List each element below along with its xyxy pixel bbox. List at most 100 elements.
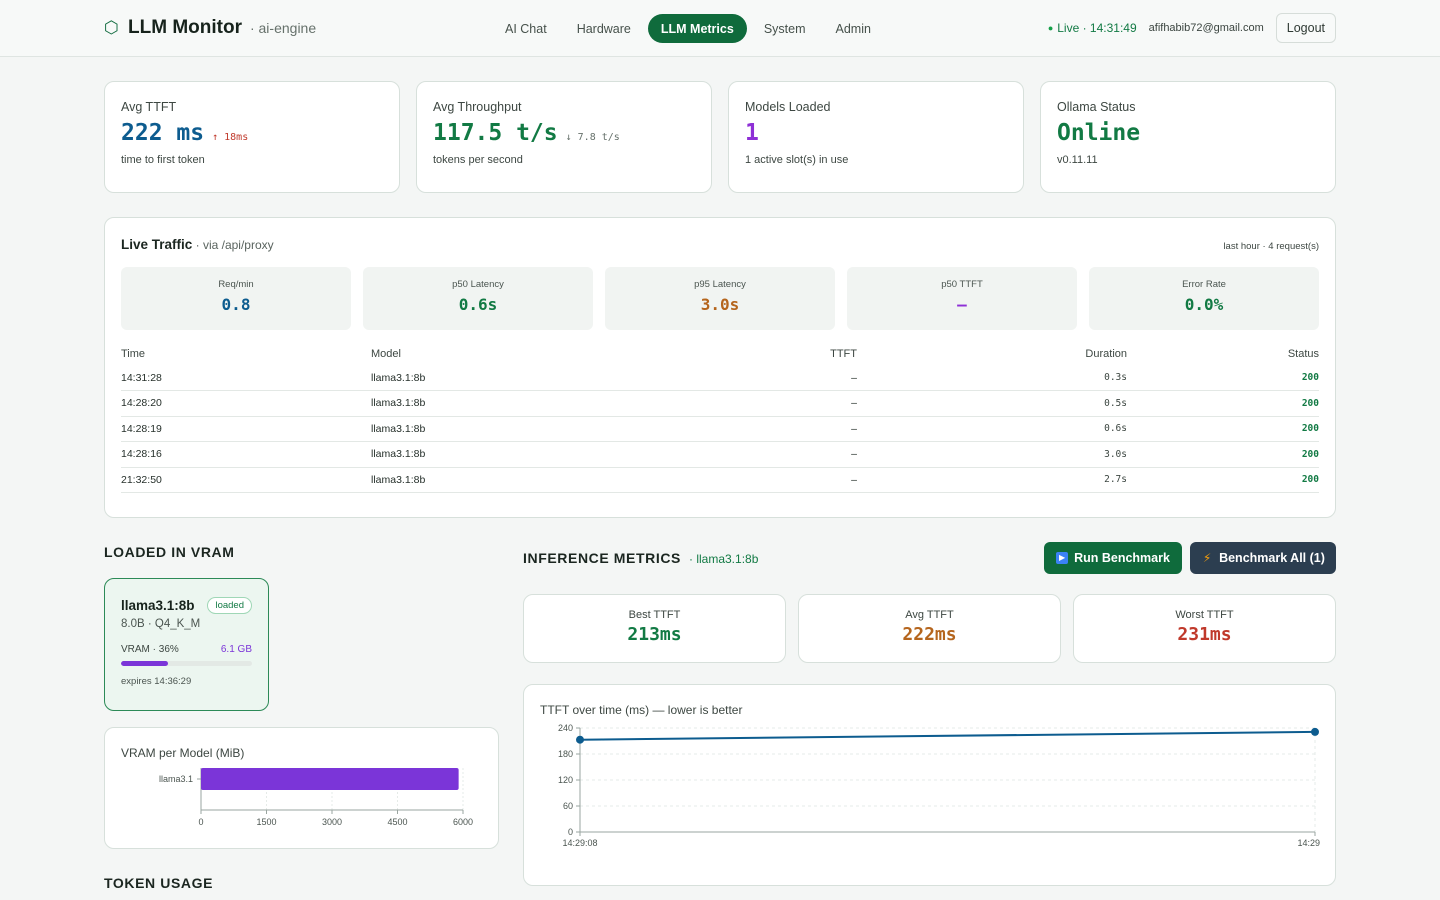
x-tick-label: 0 [198,817,203,827]
header-right: ● Live · 14:31:49 afifhabib72@gmail.com … [1048,13,1336,43]
kpi-label: Error Rate [1182,279,1226,290]
y-tick-label: 0 [568,827,573,837]
vram-per-model-chart: VRAM per Model (MiB) 0 1500 3000 4500 6000 ll… [104,727,499,849]
vram-bar [201,768,459,790]
tt-value: 213ms [627,624,682,645]
cell-model: llama3.1:8b [371,365,721,391]
loaded-badge: loaded [207,597,252,614]
tt-label: Best TTFT [628,609,681,621]
model-card-llama3[interactable]: llama3.1:8b loaded 8.0B · Q4_K_M VRAM · … [104,578,269,711]
table-row: 21:32:50 llama3.1:8b – 2.7s 200 [121,467,1319,493]
col-duration: Duration [1085,348,1127,360]
traffic-kpis: Req/min 0.8 p50 Latency 0.6s p95 Latency 3.… [121,267,1319,330]
cell-status: 200 [1127,416,1319,442]
app-title: LLM Monitor [128,17,242,38]
token-usage-section-title: TOKEN USAGE [104,875,214,891]
table-row: 14:31:28 llama3.1:8b – 0.3s 200 [121,365,1319,391]
stat-label: Avg TTFT [121,100,177,114]
kpi-value: 0.0% [1184,295,1224,314]
y-category-label: llama3.1 [159,774,193,784]
col-time: Time [121,348,146,360]
stat-label: Ollama Status [1057,100,1136,114]
best-ttft-card: Best TTFT 213ms [523,594,786,663]
kpi-p50-ttft: p50 TTFT – [847,267,1077,330]
traffic-subtitle: · via /api/proxy [192,238,274,252]
stat-value: 222 ms [121,120,205,146]
table-header-row: Time Model TTFT Duration Status [121,346,1319,365]
kpi-value: 0.8 [221,295,251,314]
stat-card-avg-ttft: Avg TTFT 222 ms ↑ 18ms time to first tok… [104,81,400,193]
stat-foot: 1 active slot(s) in use [745,154,849,166]
x-tick-label: 14:29:08 [562,838,597,848]
live-dot-icon: ● [1047,23,1054,33]
col-ttft: TTFT [830,348,857,360]
hexagon-icon: ⬡ [104,18,119,37]
live-clock: Live · 14:31:49 [1057,21,1137,35]
model-meta: 8.0B · Q4_K_M [121,618,201,630]
cell-duration: 2.7s [857,467,1127,493]
stat-card-ollama-status: Ollama Status Online v0.11.11 [1040,81,1336,193]
stat-value: Online [1057,120,1141,146]
cell-status: 200 [1127,365,1319,391]
benchmark-all-button[interactable]: ⚡ Benchmark All (1) [1190,542,1336,574]
cell-ttft: – [721,365,857,391]
nav-llm-metrics[interactable]: LLM Metrics [647,14,747,43]
col-status: Status [1287,348,1319,360]
x-tick-label: 4500 [387,817,407,827]
kpi-label: Req/min [218,279,254,290]
avg-ttft-card: Avg TTFT 222ms [798,594,1061,663]
stat-foot: tokens per second [433,154,523,166]
model-name: llama3.1:8b [121,598,195,613]
nav-hardware[interactable]: Hardware [576,21,631,36]
tt-value: 231ms [1177,624,1232,645]
stat-value: 117.5 t/s [433,120,558,146]
y-tick-label: 180 [558,749,573,759]
x-tick-label: 6000 [453,817,473,827]
ttft-line-chart-svg: 0 60 120 180 240 14:29:08 14:29:33 [558,723,1333,848]
traffic-meta: last hour · 4 request(s) [1223,241,1319,252]
col-model: Model [371,348,401,360]
nav-ai-chat[interactable]: AI Chat [505,21,547,36]
live-indicator: ● Live · 14:31:49 [1048,21,1137,35]
worst-ttft-card: Worst TTFT 231ms [1073,594,1336,663]
tt-value: 222ms [902,624,957,645]
cell-model: llama3.1:8b [371,416,721,442]
bolt-icon: ⚡ [1202,551,1212,565]
benchmark-all-label: Benchmark All (1) [1219,551,1325,565]
cell-duration: 0.5s [857,390,1127,417]
nav-admin[interactable]: Admin [835,21,871,36]
cell-ttft: – [721,467,857,493]
cell-time: 14:28:20 [121,390,371,417]
cell-duration: 3.0s [857,441,1127,468]
vram-progress-track [121,661,252,666]
logout-button[interactable]: Logout [1275,13,1336,43]
inference-model: · llama3.1:8b [689,552,759,566]
kpi-label: p50 TTFT [941,279,983,290]
stat-label: Models Loaded [745,100,831,114]
brand[interactable]: ⬡ LLM Monitor · ai-engine [104,17,316,39]
request-table: Time Model TTFT Duration Status 14:31:28… [121,346,1319,493]
cell-status: 200 [1127,467,1319,493]
ttft-data-point [1311,727,1319,736]
inference-section-title: INFERENCE METRICS [523,550,681,566]
table-row: 14:28:20 llama3.1:8b – 0.5s 200 [121,390,1319,417]
stat-label: Avg Throughput [433,100,522,114]
chart-title: TTFT over time (ms) — lower is better [540,703,743,717]
kpi-label: p95 Latency [694,279,746,290]
stat-card-models-loaded: Models Loaded 1 1 active slot(s) in use [728,81,1024,193]
cell-model: llama3.1:8b [371,441,721,468]
cell-time: 14:28:19 [121,416,371,442]
kpi-req-min: Req/min 0.8 [121,267,351,330]
x-tick-label: 14:29:33 [1297,838,1320,848]
inference-header: INFERENCE METRICS · llama3.1:8b [523,550,758,566]
run-benchmark-button[interactable]: ▶ Run Benchmark [1044,542,1182,574]
nav-system[interactable]: System [763,21,806,36]
model-expires: expires 14:36:29 [121,676,192,687]
run-benchmark-label: Run Benchmark [1074,551,1170,565]
cell-ttft: – [721,390,857,417]
stat-value: 1 [745,120,759,146]
kpi-p50-latency: p50 Latency 0.6s [363,267,593,330]
kpi-label: p50 Latency [452,279,504,290]
vram-progress-fill [121,661,169,666]
tt-label: Worst TTFT [1175,609,1234,621]
